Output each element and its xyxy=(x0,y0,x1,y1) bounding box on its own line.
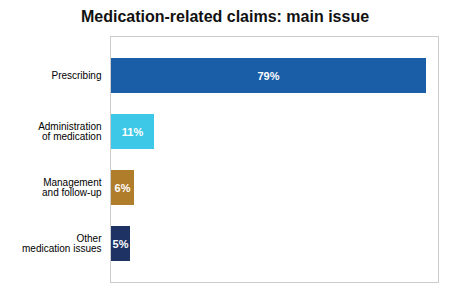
svg-text:Administrationof medication: Administrationof medication xyxy=(38,121,101,142)
svg-text:Prescribing: Prescribing xyxy=(51,70,101,81)
svg-text:6%: 6% xyxy=(115,182,131,194)
svg-text:11%: 11% xyxy=(122,126,144,138)
svg-text:79%: 79% xyxy=(257,70,279,82)
svg-text:Managementand follow-up: Managementand follow-up xyxy=(42,177,102,198)
svg-text:Othermedication issues: Othermedication issues xyxy=(22,233,102,254)
html-text:Medication-related claims: mai: Medication-related claims: main issue xyxy=(81,8,369,25)
svg-text:5%: 5% xyxy=(113,238,129,250)
